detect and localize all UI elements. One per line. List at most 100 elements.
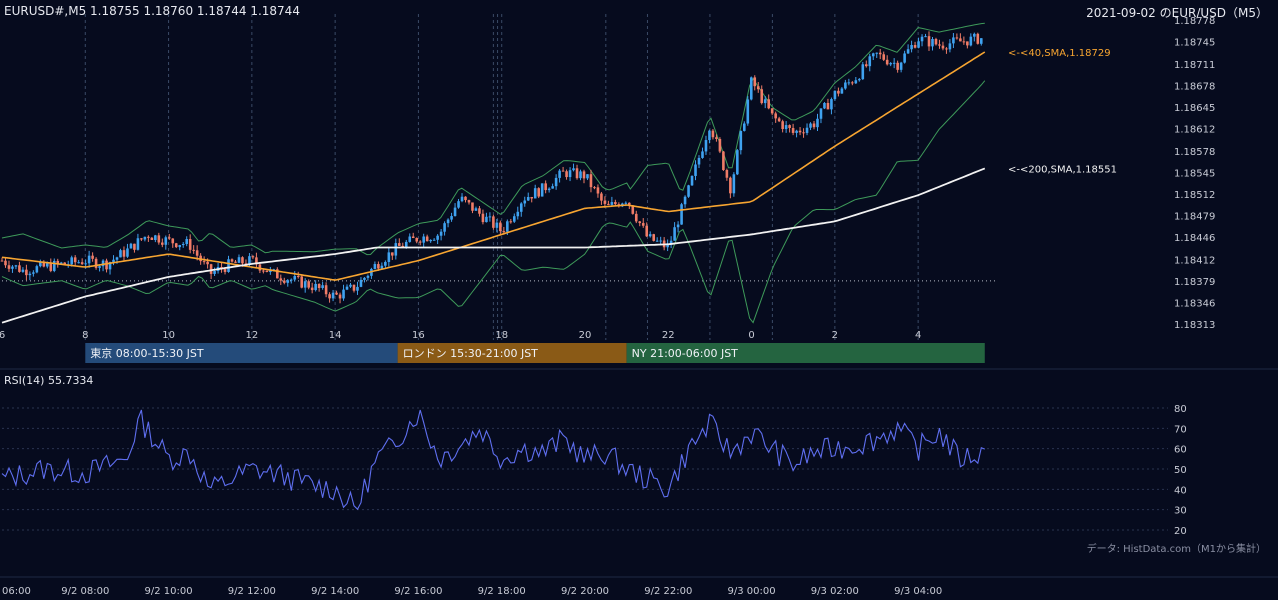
candle-body — [889, 63, 892, 65]
candle-body — [471, 202, 474, 211]
price-y-tick-label: 1.18412 — [1174, 255, 1215, 266]
candle-body — [161, 242, 164, 245]
candle-body — [84, 263, 87, 265]
sma40-line — [1, 51, 986, 281]
candle-body — [213, 270, 216, 274]
candle-body — [830, 99, 833, 110]
candle-body — [530, 197, 534, 199]
candle-body — [753, 77, 757, 87]
candle-body — [14, 265, 18, 267]
candle-body — [589, 174, 593, 188]
candle-body — [871, 53, 875, 57]
candle-body — [826, 102, 830, 110]
candle-body — [314, 283, 317, 291]
candle-body — [202, 261, 206, 263]
price-y-tick-label: 1.18313 — [1174, 320, 1215, 331]
candle-body — [906, 49, 910, 54]
candle-body — [154, 235, 157, 240]
candle-body — [934, 39, 938, 45]
price-x-tick-label: 4 — [915, 330, 921, 341]
candle-body — [788, 125, 791, 129]
candle-body — [892, 62, 896, 64]
candle-body — [952, 37, 955, 44]
rsi-y-tick-label: 40 — [1174, 485, 1187, 496]
candle-body — [844, 82, 847, 89]
candle-body — [499, 222, 502, 232]
price-x-tick-label: 12 — [245, 330, 258, 341]
candle-body — [49, 263, 53, 271]
candle-body — [380, 265, 384, 269]
candle-body — [91, 255, 94, 259]
bottom-x-tick-label: 9/2 16:00 — [394, 586, 442, 597]
candle-body — [230, 259, 234, 262]
candle-body — [680, 204, 683, 225]
candle-body — [687, 185, 690, 197]
candle-body — [387, 252, 391, 262]
candle-body — [655, 240, 659, 242]
candle-body — [328, 294, 331, 299]
candle-body — [174, 243, 178, 248]
candle-body — [453, 207, 457, 217]
candle-body — [300, 276, 304, 288]
price-x-tick-label: 10 — [162, 330, 175, 341]
candle-body — [265, 270, 269, 273]
rsi-y-tick-label: 70 — [1174, 424, 1187, 435]
price-x-tick-label: 18 — [495, 330, 508, 341]
candle-body — [352, 284, 356, 291]
candle-body — [133, 243, 136, 250]
candle-body — [94, 258, 98, 268]
candle-body — [652, 234, 655, 241]
candle-body — [816, 118, 819, 128]
candle-body — [446, 219, 450, 224]
candle-body — [255, 257, 258, 265]
candle-body — [763, 99, 767, 104]
candle-body — [460, 196, 464, 202]
candle-body — [561, 170, 565, 172]
bottom-x-tick-label: 9/3 04:00 — [894, 586, 942, 597]
candle-body — [802, 132, 805, 134]
candle-body — [812, 123, 816, 128]
candle-body — [481, 213, 485, 223]
candle-body — [725, 170, 729, 178]
bottom-x-tick-label: 9/3 00:00 — [728, 586, 776, 597]
candle-body — [136, 238, 140, 250]
candle-body — [969, 36, 973, 46]
candle-body — [108, 262, 112, 270]
candle-body — [913, 45, 917, 48]
candle-body — [774, 113, 777, 119]
candle-body — [52, 260, 56, 271]
candle-body — [722, 151, 725, 171]
candle-body — [903, 53, 906, 63]
candle-body — [258, 264, 262, 271]
session-bar — [85, 343, 398, 363]
candle-body — [87, 255, 91, 264]
candle-body — [885, 59, 889, 65]
candle-body — [864, 64, 868, 67]
candle-body — [533, 188, 537, 199]
candle-body — [331, 292, 335, 299]
candle-body — [262, 270, 265, 272]
candle-body — [384, 261, 387, 266]
candle-body — [896, 62, 899, 70]
candle-body — [519, 203, 523, 212]
candle-body — [276, 269, 279, 279]
candle-body — [798, 130, 802, 133]
candle-body — [624, 202, 628, 204]
candle-body — [143, 236, 147, 240]
candle-body — [673, 227, 676, 241]
rsi-y-tick-label: 60 — [1174, 445, 1187, 456]
candle-body — [296, 276, 300, 278]
session-label: NY 21:00-06:00 JST — [632, 347, 739, 360]
candle-body — [25, 269, 28, 276]
bottom-x-tick-label: 9/3 02:00 — [811, 586, 859, 597]
price-y-tick-label: 1.18612 — [1174, 125, 1215, 136]
candle-body — [704, 140, 708, 152]
candle-body — [377, 264, 380, 269]
candle-body — [436, 235, 439, 240]
candle-body — [732, 174, 736, 194]
candle-body — [847, 82, 851, 84]
candle-body — [404, 241, 408, 248]
candle-body — [945, 48, 948, 50]
candle-body — [422, 236, 425, 243]
